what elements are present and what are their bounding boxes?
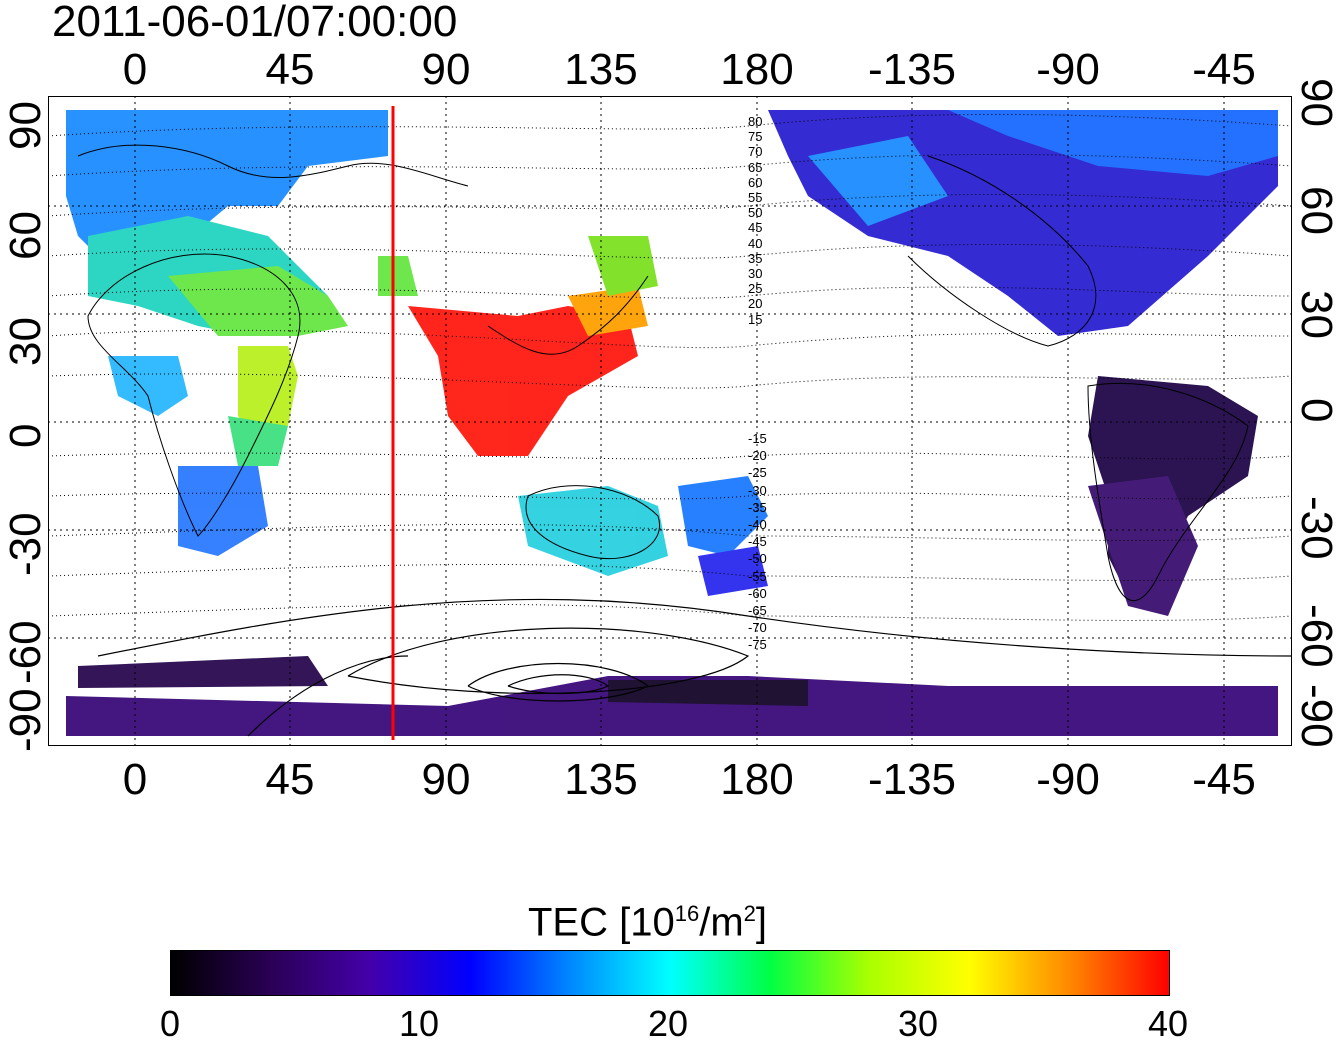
contour-label: -70	[748, 620, 767, 636]
contour-label: -15	[748, 431, 767, 446]
lat-tick-right: -90	[1292, 684, 1340, 748]
contour-label: 70	[748, 144, 763, 160]
lat-tick-right: 30	[1292, 290, 1340, 339]
lat-tick-left: 90	[1, 101, 50, 150]
lat-tick-left: -30	[1, 512, 50, 576]
timestamp-title: 2011-06-01/07:00:00	[52, 0, 458, 46]
colorbar-tick: 40	[1147, 1003, 1189, 1044]
tec-region	[408, 306, 638, 456]
contour-label: 45	[748, 220, 763, 236]
lat-tick-right: 0	[1292, 398, 1340, 423]
contour-label: -45	[748, 534, 767, 550]
tec-region	[808, 136, 948, 226]
lon-tick-top: 45	[265, 45, 315, 94]
lon-tick-top: 90	[421, 45, 471, 94]
tec-region	[66, 676, 1278, 736]
colorbar-title: TEC [1016/m2]	[528, 900, 768, 945]
lon-tick-top: 180	[720, 45, 794, 94]
tec-region	[378, 256, 418, 296]
lon-tick-bottom: -135	[867, 755, 957, 804]
contour-label: 55	[748, 190, 763, 206]
contour-label: 30	[748, 266, 763, 282]
contour-label: 35	[748, 250, 763, 266]
contour-label: -55	[748, 568, 767, 584]
lon-tick-bottom: 90	[421, 755, 471, 804]
contour-label: -20	[748, 448, 767, 464]
contour-label: -60	[748, 585, 767, 601]
magnetic-contours	[48, 113, 1292, 621]
contour-label: -35	[748, 499, 767, 515]
lon-tick-top: -135	[867, 45, 957, 94]
coastlines	[77, 144, 1249, 601]
lon-tick-bottom: -90	[1036, 755, 1100, 804]
lon-tick-bottom: 45	[265, 755, 315, 804]
contour-label: -40	[748, 517, 767, 533]
lat-tick-left: 60	[1, 211, 50, 260]
colorbar-tick: 30	[897, 1003, 939, 1044]
contour-label: -25	[748, 465, 767, 481]
contour-label: -50	[748, 551, 767, 567]
tec-world-map	[48, 96, 1292, 746]
colorbar-tick: 20	[647, 1003, 689, 1044]
contour-label: -65	[748, 603, 767, 619]
contour-label: 20	[748, 296, 763, 312]
aurora-contours	[97, 598, 1292, 737]
lon-tick-top: 0	[122, 45, 148, 94]
lon-tick-bottom: -45	[1192, 755, 1256, 804]
lat-tick-right: -60	[1292, 604, 1340, 668]
tec-region	[608, 680, 808, 706]
lat-tick-left: 30	[1, 317, 50, 366]
colorbar-tick: 10	[398, 1003, 440, 1044]
lat-tick-right: 60	[1292, 186, 1340, 235]
lon-tick-bottom: 180	[720, 755, 794, 804]
tec-region	[588, 236, 658, 296]
lon-tick-bottom: 0	[122, 755, 148, 804]
contour-label: -75	[748, 637, 767, 653]
contour-label: 40	[748, 235, 763, 251]
colorbar	[170, 950, 1170, 996]
tec-region	[678, 476, 768, 556]
lat-tick-right: -30	[1292, 496, 1340, 560]
tec-region	[518, 486, 668, 576]
lat-tick-left: -60	[1, 620, 50, 684]
contour-label: -30	[748, 482, 767, 498]
contour-label: 25	[748, 281, 763, 297]
lon-tick-top: -45	[1192, 45, 1256, 94]
tec-region	[108, 356, 188, 416]
colorbar-tick: 0	[159, 1003, 181, 1044]
lon-tick-top: -90	[1036, 45, 1100, 94]
tec-region	[1088, 476, 1198, 616]
contour-label: 80	[748, 114, 763, 129]
tec-region	[948, 110, 1278, 176]
lat-tick-left: 0	[1, 423, 50, 448]
graticule	[48, 96, 1292, 746]
lat-tick-left: -90	[1, 688, 50, 752]
contour-labels-north: 80 75 70 65 60 55 50 45 40 35 30 25 20 1…	[748, 114, 762, 327]
contour-labels-south: -15 -20 -25 -30 -35 -40 -45 -50 -55 -60 …	[748, 430, 767, 654]
tec-region	[568, 286, 648, 336]
lon-tick-top: 135	[564, 45, 638, 94]
tec-region	[698, 546, 768, 596]
lat-tick-right: 90	[1292, 78, 1340, 127]
lon-tick-bottom: 135	[564, 755, 638, 804]
tec-region	[168, 266, 348, 336]
contour-label: 65	[748, 159, 763, 175]
tec-region	[78, 656, 328, 688]
contour-label: 15	[748, 311, 763, 327]
contour-label: 75	[748, 129, 763, 145]
contour-label: 60	[748, 174, 763, 190]
contour-label: 50	[748, 205, 763, 221]
